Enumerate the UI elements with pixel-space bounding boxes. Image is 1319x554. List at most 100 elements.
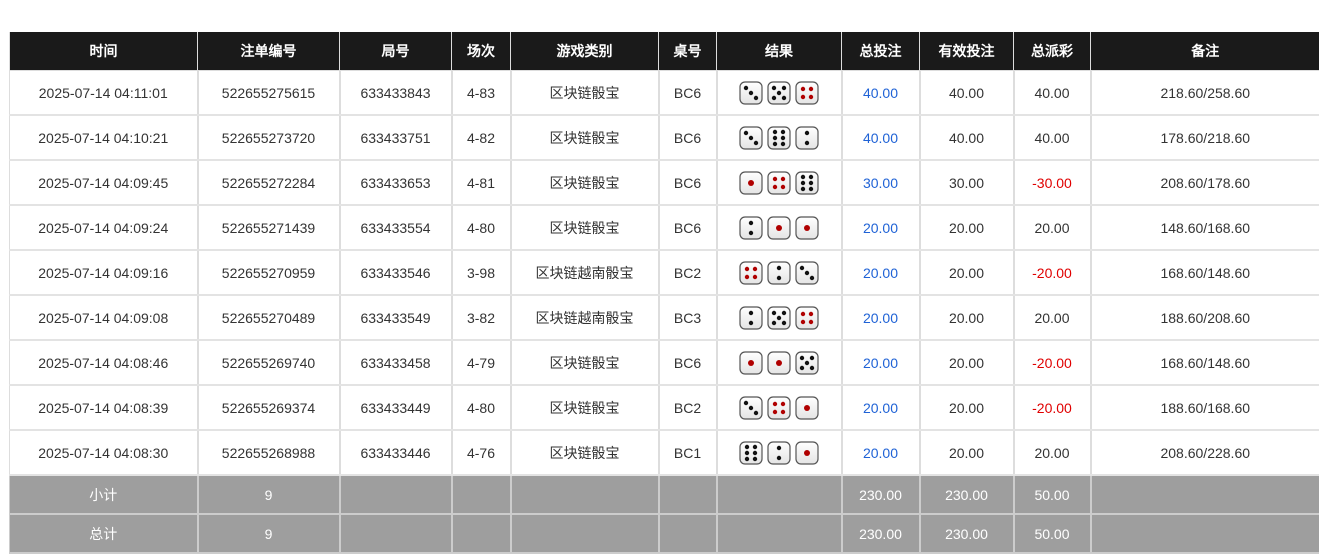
dice-2-icon: [739, 306, 763, 330]
dice-5-icon: [795, 351, 819, 375]
cell-order: 522655269374: [198, 385, 340, 430]
cell-table: BC1: [659, 430, 717, 475]
cell-order: 522655268988: [198, 430, 340, 475]
dice-6-icon: [739, 441, 763, 465]
dice-4-icon: [795, 306, 819, 330]
cell-valid: 40.00: [920, 115, 1014, 160]
cell-order: 522655270959: [198, 250, 340, 295]
dice-4-icon: [767, 396, 791, 420]
cell-note: 208.60/178.60: [1091, 160, 1319, 205]
cell-time: 2025-07-14 04:09:45: [10, 160, 198, 205]
cell-round: 633433549: [340, 295, 452, 340]
cell-time: 2025-07-14 04:08:30: [10, 430, 198, 475]
dice-1-icon: [795, 216, 819, 240]
cell-time: 2025-07-14 04:09:24: [10, 205, 198, 250]
table-header: 时间注单编号局号场次游戏类别桌号结果总投注有效投注总派彩备注: [10, 32, 1319, 71]
cell-payout: 40.00: [1014, 71, 1091, 116]
dice-1-icon: [767, 351, 791, 375]
column-header: 总派彩: [1014, 32, 1091, 71]
dice-3-icon: [795, 261, 819, 285]
subtotal-count: 9: [198, 475, 340, 514]
cell-valid: 40.00: [920, 71, 1014, 116]
cell-session: 4-83: [452, 71, 511, 116]
cell-game: 区块链越南骰宝: [511, 250, 659, 295]
dice-4-icon: [795, 81, 819, 105]
cell-payout: -30.00: [1014, 160, 1091, 205]
cell-bet: 40.00: [842, 115, 920, 160]
dice-3-icon: [739, 126, 763, 150]
cell-bet: 20.00: [842, 295, 920, 340]
cell-table: BC6: [659, 160, 717, 205]
total-payout: 50.00: [1014, 514, 1091, 553]
cell-valid: 20.00: [920, 340, 1014, 385]
total-row: 总计 9 230.00 230.00 50.00: [10, 514, 1319, 553]
cell-time: 2025-07-14 04:09:08: [10, 295, 198, 340]
cell-game: 区块链骰宝: [511, 205, 659, 250]
cell-round: 633433751: [340, 115, 452, 160]
cell-valid: 20.00: [920, 295, 1014, 340]
dice-5-icon: [767, 81, 791, 105]
cell-bet: 20.00: [842, 385, 920, 430]
cell-payout: 40.00: [1014, 115, 1091, 160]
dice-1-icon: [739, 351, 763, 375]
dice-2-icon: [795, 126, 819, 150]
cell-dice: [717, 71, 842, 116]
cell-note: 168.60/148.60: [1091, 250, 1319, 295]
cell-time: 2025-07-14 04:10:21: [10, 115, 198, 160]
cell-bet: 20.00: [842, 340, 920, 385]
dice-6-icon: [795, 171, 819, 195]
cell-dice: [717, 430, 842, 475]
cell-time: 2025-07-14 04:09:16: [10, 250, 198, 295]
subtotal-row: 小计 9 230.00 230.00 50.00: [10, 475, 1319, 514]
cell-bet: 20.00: [842, 205, 920, 250]
cell-payout: 20.00: [1014, 430, 1091, 475]
cell-table: BC6: [659, 205, 717, 250]
dice-6-icon: [767, 126, 791, 150]
subtotal-payout: 50.00: [1014, 475, 1091, 514]
cell-round: 633433458: [340, 340, 452, 385]
dice-5-icon: [767, 306, 791, 330]
cell-note: 148.60/168.60: [1091, 205, 1319, 250]
dice-1-icon: [739, 171, 763, 195]
dice-2-icon: [767, 261, 791, 285]
column-header: 注单编号: [198, 32, 340, 71]
dice-1-icon: [795, 441, 819, 465]
cell-payout: -20.00: [1014, 385, 1091, 430]
bet-records-table: 时间注单编号局号场次游戏类别桌号结果总投注有效投注总派彩备注 2025-07-1…: [9, 32, 1319, 554]
cell-order: 522655272284: [198, 160, 340, 205]
cell-table: BC6: [659, 115, 717, 160]
column-header: 有效投注: [920, 32, 1014, 71]
cell-note: 208.60/228.60: [1091, 430, 1319, 475]
cell-payout: -20.00: [1014, 340, 1091, 385]
cell-payout: 20.00: [1014, 295, 1091, 340]
dice-3-icon: [739, 396, 763, 420]
cell-game: 区块链骰宝: [511, 430, 659, 475]
cell-payout: 20.00: [1014, 205, 1091, 250]
cell-session: 4-80: [452, 385, 511, 430]
cell-dice: [717, 340, 842, 385]
cell-note: 218.60/258.60: [1091, 71, 1319, 116]
cell-order: 522655275615: [198, 71, 340, 116]
dice-4-icon: [739, 261, 763, 285]
cell-game: 区块链骰宝: [511, 115, 659, 160]
cell-valid: 20.00: [920, 430, 1014, 475]
dice-3-icon: [739, 81, 763, 105]
cell-dice: [717, 250, 842, 295]
cell-round: 633433449: [340, 385, 452, 430]
dice-4-icon: [767, 171, 791, 195]
cell-note: 178.60/218.60: [1091, 115, 1319, 160]
cell-dice: [717, 385, 842, 430]
cell-session: 3-82: [452, 295, 511, 340]
cell-note: 168.60/148.60: [1091, 340, 1319, 385]
cell-note: 188.60/208.60: [1091, 295, 1319, 340]
total-count: 9: [198, 514, 340, 553]
cell-bet: 20.00: [842, 250, 920, 295]
cell-valid: 30.00: [920, 160, 1014, 205]
cell-order: 522655273720: [198, 115, 340, 160]
dice-1-icon: [767, 216, 791, 240]
cell-table: BC3: [659, 295, 717, 340]
subtotal-bet: 230.00: [842, 475, 920, 514]
